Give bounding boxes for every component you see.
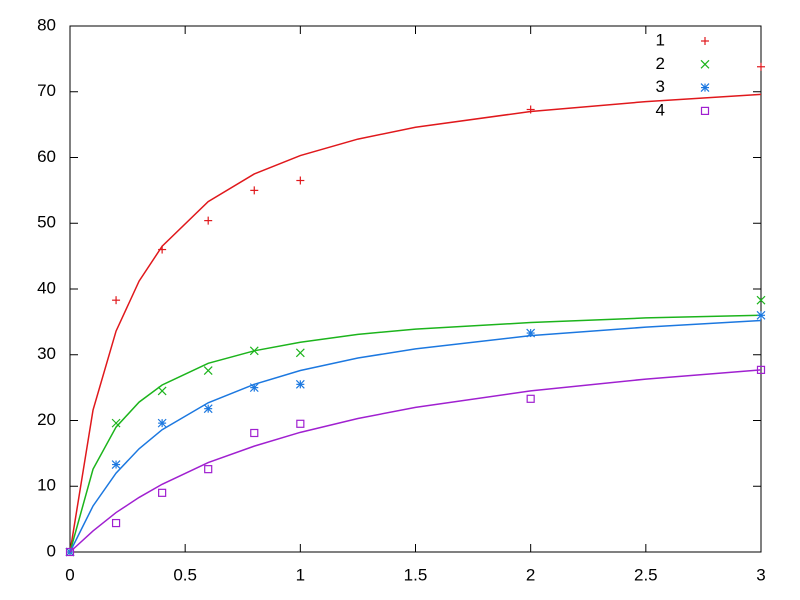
point (250, 186, 259, 195)
y-tick-label: 80 (37, 15, 56, 34)
point (296, 176, 305, 185)
legend-stroke (700, 83, 710, 93)
x-tick-label: 3 (756, 565, 765, 584)
point-stroke (756, 310, 766, 320)
y-tick-label: 50 (37, 213, 56, 232)
point-stroke (295, 348, 305, 358)
legend-stroke (700, 59, 710, 69)
point (296, 419, 305, 428)
point-stroke (295, 379, 305, 389)
point-stroke (111, 418, 121, 428)
point-stroke (157, 386, 167, 396)
y-tick-label: 30 (37, 344, 56, 363)
y-tick-label: 40 (37, 278, 56, 297)
y-tick-label: 10 (37, 476, 56, 495)
point-stroke (65, 547, 75, 557)
point (295, 348, 305, 358)
point (158, 245, 167, 254)
point (204, 465, 213, 474)
y-tick-label: 60 (37, 147, 56, 166)
legend-label: 2 (656, 54, 665, 73)
point (158, 488, 167, 497)
point-stroke (756, 365, 766, 374)
point (526, 328, 536, 338)
x-tick-label: 1 (296, 565, 305, 584)
point-stroke (526, 328, 536, 338)
point (111, 518, 121, 528)
point-stroke (526, 394, 535, 403)
point (111, 460, 121, 469)
point-stroke (157, 418, 167, 428)
point (204, 216, 213, 225)
point (249, 383, 259, 393)
point (756, 365, 766, 374)
point-stroke (158, 488, 167, 497)
point (203, 366, 213, 375)
x-tick-label: 2.5 (634, 565, 658, 584)
point-stroke (756, 295, 766, 305)
point-stroke (111, 518, 121, 528)
x-tick-label: 0.5 (173, 565, 197, 584)
point-stroke (250, 428, 259, 438)
legend-label: 4 (656, 100, 665, 119)
point (756, 310, 766, 320)
legend-marker (700, 106, 710, 116)
point (112, 296, 121, 305)
point-stroke (249, 383, 259, 393)
point (249, 346, 259, 356)
point-stroke (204, 465, 213, 474)
point (526, 105, 535, 114)
fit-curve (69, 93, 762, 553)
point (526, 394, 535, 403)
legend-marker (700, 59, 710, 69)
point (157, 386, 167, 396)
point (756, 295, 766, 305)
x-tick-label: 1.5 (404, 565, 428, 584)
legend-marker (700, 83, 710, 93)
point-stroke (111, 460, 121, 469)
y-tick-label: 0 (47, 541, 56, 560)
legend-stroke (700, 106, 710, 116)
point-stroke (296, 419, 305, 428)
fit-curve (69, 319, 762, 553)
point (295, 379, 305, 389)
point (111, 418, 121, 428)
point-stroke (203, 366, 213, 375)
legend-label: 1 (656, 30, 665, 49)
x-tick-label: 0 (65, 565, 74, 584)
fit-curve (69, 314, 762, 553)
point (250, 428, 259, 438)
legend-label: 3 (656, 77, 665, 96)
legend-marker (701, 37, 709, 45)
point-stroke (249, 346, 259, 356)
point (203, 404, 213, 414)
point (65, 547, 75, 557)
point (157, 418, 167, 428)
x-tick-label: 2 (526, 565, 535, 584)
point-stroke (203, 404, 213, 414)
y-tick-label: 70 (37, 81, 56, 100)
y-tick-label: 20 (37, 410, 56, 429)
fit-curve (69, 369, 762, 553)
point (757, 62, 765, 71)
